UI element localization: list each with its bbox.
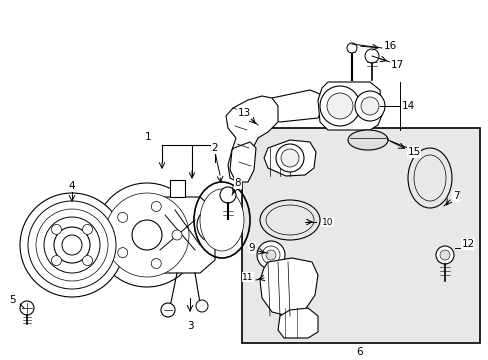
Circle shape bbox=[54, 227, 90, 263]
Circle shape bbox=[95, 183, 199, 287]
Circle shape bbox=[105, 193, 189, 277]
Ellipse shape bbox=[265, 205, 313, 235]
Circle shape bbox=[20, 193, 124, 297]
Text: 9: 9 bbox=[248, 243, 255, 253]
Circle shape bbox=[118, 212, 127, 222]
Circle shape bbox=[439, 250, 449, 260]
Text: 17: 17 bbox=[389, 60, 403, 70]
Circle shape bbox=[257, 241, 285, 269]
Text: 11: 11 bbox=[242, 273, 253, 282]
Polygon shape bbox=[278, 308, 317, 338]
Text: 14: 14 bbox=[401, 101, 414, 111]
Circle shape bbox=[172, 230, 182, 240]
Circle shape bbox=[435, 246, 453, 264]
Circle shape bbox=[51, 224, 61, 234]
Circle shape bbox=[360, 97, 378, 115]
Circle shape bbox=[82, 224, 92, 234]
Polygon shape bbox=[269, 90, 321, 122]
Circle shape bbox=[326, 93, 352, 119]
Circle shape bbox=[319, 86, 359, 126]
Text: 13: 13 bbox=[237, 108, 250, 118]
Circle shape bbox=[28, 201, 116, 289]
Polygon shape bbox=[229, 142, 256, 182]
Circle shape bbox=[203, 213, 226, 237]
Bar bbox=[242, 128, 479, 343]
Circle shape bbox=[62, 235, 82, 255]
Circle shape bbox=[151, 258, 161, 269]
Circle shape bbox=[20, 301, 34, 315]
Ellipse shape bbox=[413, 155, 445, 201]
Polygon shape bbox=[264, 140, 315, 176]
Text: 2: 2 bbox=[211, 143, 218, 153]
Text: 8: 8 bbox=[234, 178, 241, 188]
Circle shape bbox=[82, 256, 92, 266]
Circle shape bbox=[36, 209, 108, 281]
Circle shape bbox=[151, 202, 161, 211]
Circle shape bbox=[262, 246, 280, 264]
Circle shape bbox=[364, 49, 378, 63]
Ellipse shape bbox=[200, 189, 244, 251]
Circle shape bbox=[220, 187, 236, 203]
Circle shape bbox=[281, 149, 298, 167]
Text: 15: 15 bbox=[407, 147, 420, 157]
Text: 7: 7 bbox=[452, 191, 458, 201]
Circle shape bbox=[346, 43, 356, 53]
Circle shape bbox=[118, 248, 127, 258]
Text: 3: 3 bbox=[186, 321, 193, 331]
Text: 1: 1 bbox=[144, 132, 151, 142]
Text: 4: 4 bbox=[68, 181, 75, 191]
Polygon shape bbox=[317, 82, 381, 130]
Text: 16: 16 bbox=[383, 41, 396, 51]
Polygon shape bbox=[225, 96, 278, 182]
Ellipse shape bbox=[347, 130, 387, 150]
Text: 10: 10 bbox=[322, 217, 333, 226]
Circle shape bbox=[132, 220, 162, 250]
Circle shape bbox=[265, 250, 275, 260]
Circle shape bbox=[196, 300, 207, 312]
Text: 12: 12 bbox=[461, 239, 474, 249]
Circle shape bbox=[354, 91, 384, 121]
Circle shape bbox=[161, 303, 175, 317]
Text: 5: 5 bbox=[9, 295, 15, 305]
Polygon shape bbox=[140, 197, 215, 273]
Polygon shape bbox=[170, 180, 184, 197]
Circle shape bbox=[275, 144, 304, 172]
Circle shape bbox=[51, 256, 61, 266]
Circle shape bbox=[44, 217, 100, 273]
Polygon shape bbox=[260, 258, 317, 316]
Text: 6: 6 bbox=[356, 347, 363, 357]
Circle shape bbox=[197, 207, 232, 243]
